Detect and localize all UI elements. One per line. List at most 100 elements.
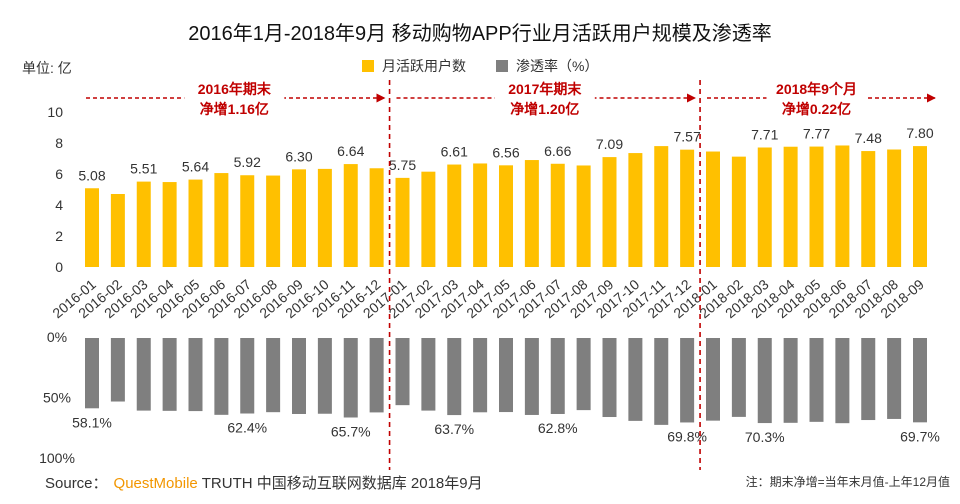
penetration-bar [861,338,876,421]
mau-data-label: 5.75 [389,157,416,173]
penetration-bar [654,338,669,425]
penetration-data-label: 65.7% [331,423,371,439]
source-prefix: Source： [45,475,108,492]
penetration-bar [550,338,565,414]
legend-label-penetration: 渗透率（%） [516,58,599,74]
penetration-bar [369,338,384,413]
penetration-bar [162,338,177,411]
mau-data-label: 7.57 [674,129,701,145]
annotation-background [184,79,285,118]
penetration-data-label: 70.3% [745,429,785,445]
upper-y-tick-label: 10 [47,104,63,120]
mau-bar [757,147,772,267]
mau-bar [85,188,99,267]
source-line: Source： QuestMobile TRUTH 中国移动互联网数据库 2018年… [45,472,483,493]
mau-bar [343,164,358,267]
period-annotation-increase: 净增1.20亿 [510,101,579,117]
mau-bar [576,165,591,267]
mau-bar [887,149,902,267]
penetration-bar [524,338,539,415]
mau-bar [524,160,539,267]
mau-bar [835,145,850,267]
mau-bar [473,163,488,267]
mau-data-label: 6.61 [441,144,468,160]
period-annotation-increase: 净增0.22亿 [782,101,851,117]
mau-bar [136,181,151,267]
mau-bar [706,151,720,267]
mau-bar [499,165,513,267]
penetration-bar [835,338,850,424]
mau-data-label: 7.48 [855,130,882,146]
penetration-bar [473,338,488,413]
mau-bar [628,153,643,267]
mau-bar [809,146,824,267]
mau-bar-panel: 0 2 4 6 8 10 5.08 5.51 5.64 5.92 6.30 6.64 5.75 6.61 6… [47,104,933,275]
penetration-bar [783,338,798,423]
x-axis-labels: 2016-012016-022016-032016-042016-052016-… [49,276,927,321]
penetration-bar [887,338,902,419]
penetration-bar [214,338,229,415]
penetration-bar [266,338,281,413]
legend-label-mau: 月活跃用户数 [382,58,466,74]
penetration-bar [240,338,255,414]
lower-y-tick-label: 50% [43,390,71,406]
mau-data-label: 7.77 [803,126,830,142]
mau-data-label: 7.80 [906,125,933,141]
penetration-bar [395,338,410,406]
mau-bar [214,173,229,267]
mau-bar [240,175,255,267]
mau-bar [731,156,746,267]
penetration-data-label: 63.7% [434,421,474,437]
lower-y-tick-label: 100% [39,450,75,466]
mau-data-label: 6.64 [337,143,364,159]
unit-label: 单位: 亿 [22,60,72,76]
mau-data-label: 6.56 [492,144,519,160]
penetration-bar [188,338,203,412]
penetration-bar [757,338,772,424]
penetration-data-label: 69.7% [900,428,940,444]
mau-bar [421,171,436,267]
penetration-bar [576,338,591,411]
mau-data-label: 7.09 [596,136,623,152]
period-annotation-increase: 净增1.16亿 [200,101,269,117]
source-database: TRUTH 中国移动互联网数据库 2018年9月 [201,475,483,492]
penetration-bar-panel: 0% 50% 100% 58.1% 62.4% 65.7% 63.7% 62.8% 69.8% 7… [39,329,940,466]
mau-data-label: 5.08 [78,167,105,183]
mau-bar [292,169,306,267]
penetration-bar [421,338,436,411]
mau-bar [654,146,669,267]
mau-bar [266,175,281,267]
penetration-bar [602,338,617,418]
mau-data-label: 5.92 [234,154,261,170]
penetration-data-label: 62.8% [538,420,578,436]
mau-data-label: 6.66 [544,143,571,159]
mau-bar [369,168,384,267]
mau-bar [317,168,332,267]
upper-y-tick-label: 4 [55,197,63,213]
penetration-bar [913,338,927,423]
penetration-bar [85,338,99,409]
mau-bar [447,164,462,267]
mau-data-label: 5.51 [130,161,157,177]
mau-bar [913,146,927,267]
mau-data-label: 6.30 [285,148,312,164]
penetration-bar [499,338,513,413]
penetration-bar [706,338,720,421]
footnote: 注：期末净增=当年末月值-上年12月值 [745,475,950,489]
penetration-data-label: 69.8% [667,428,707,444]
annotation-background [494,79,595,118]
penetration-bar [680,338,695,423]
upper-y-tick-label: 8 [55,135,63,151]
mau-bar [550,163,565,267]
mau-data-label: 7.71 [751,126,778,142]
mau-bar [110,193,125,267]
mau-bar [783,146,798,267]
mau-bar [680,149,695,267]
upper-y-tick-label: 2 [55,228,63,244]
period-annotation-title: 2017年期末 [508,81,582,97]
mau-bar [188,179,203,267]
penetration-bar [731,338,746,417]
source-brand: QuestMobile [113,475,198,492]
